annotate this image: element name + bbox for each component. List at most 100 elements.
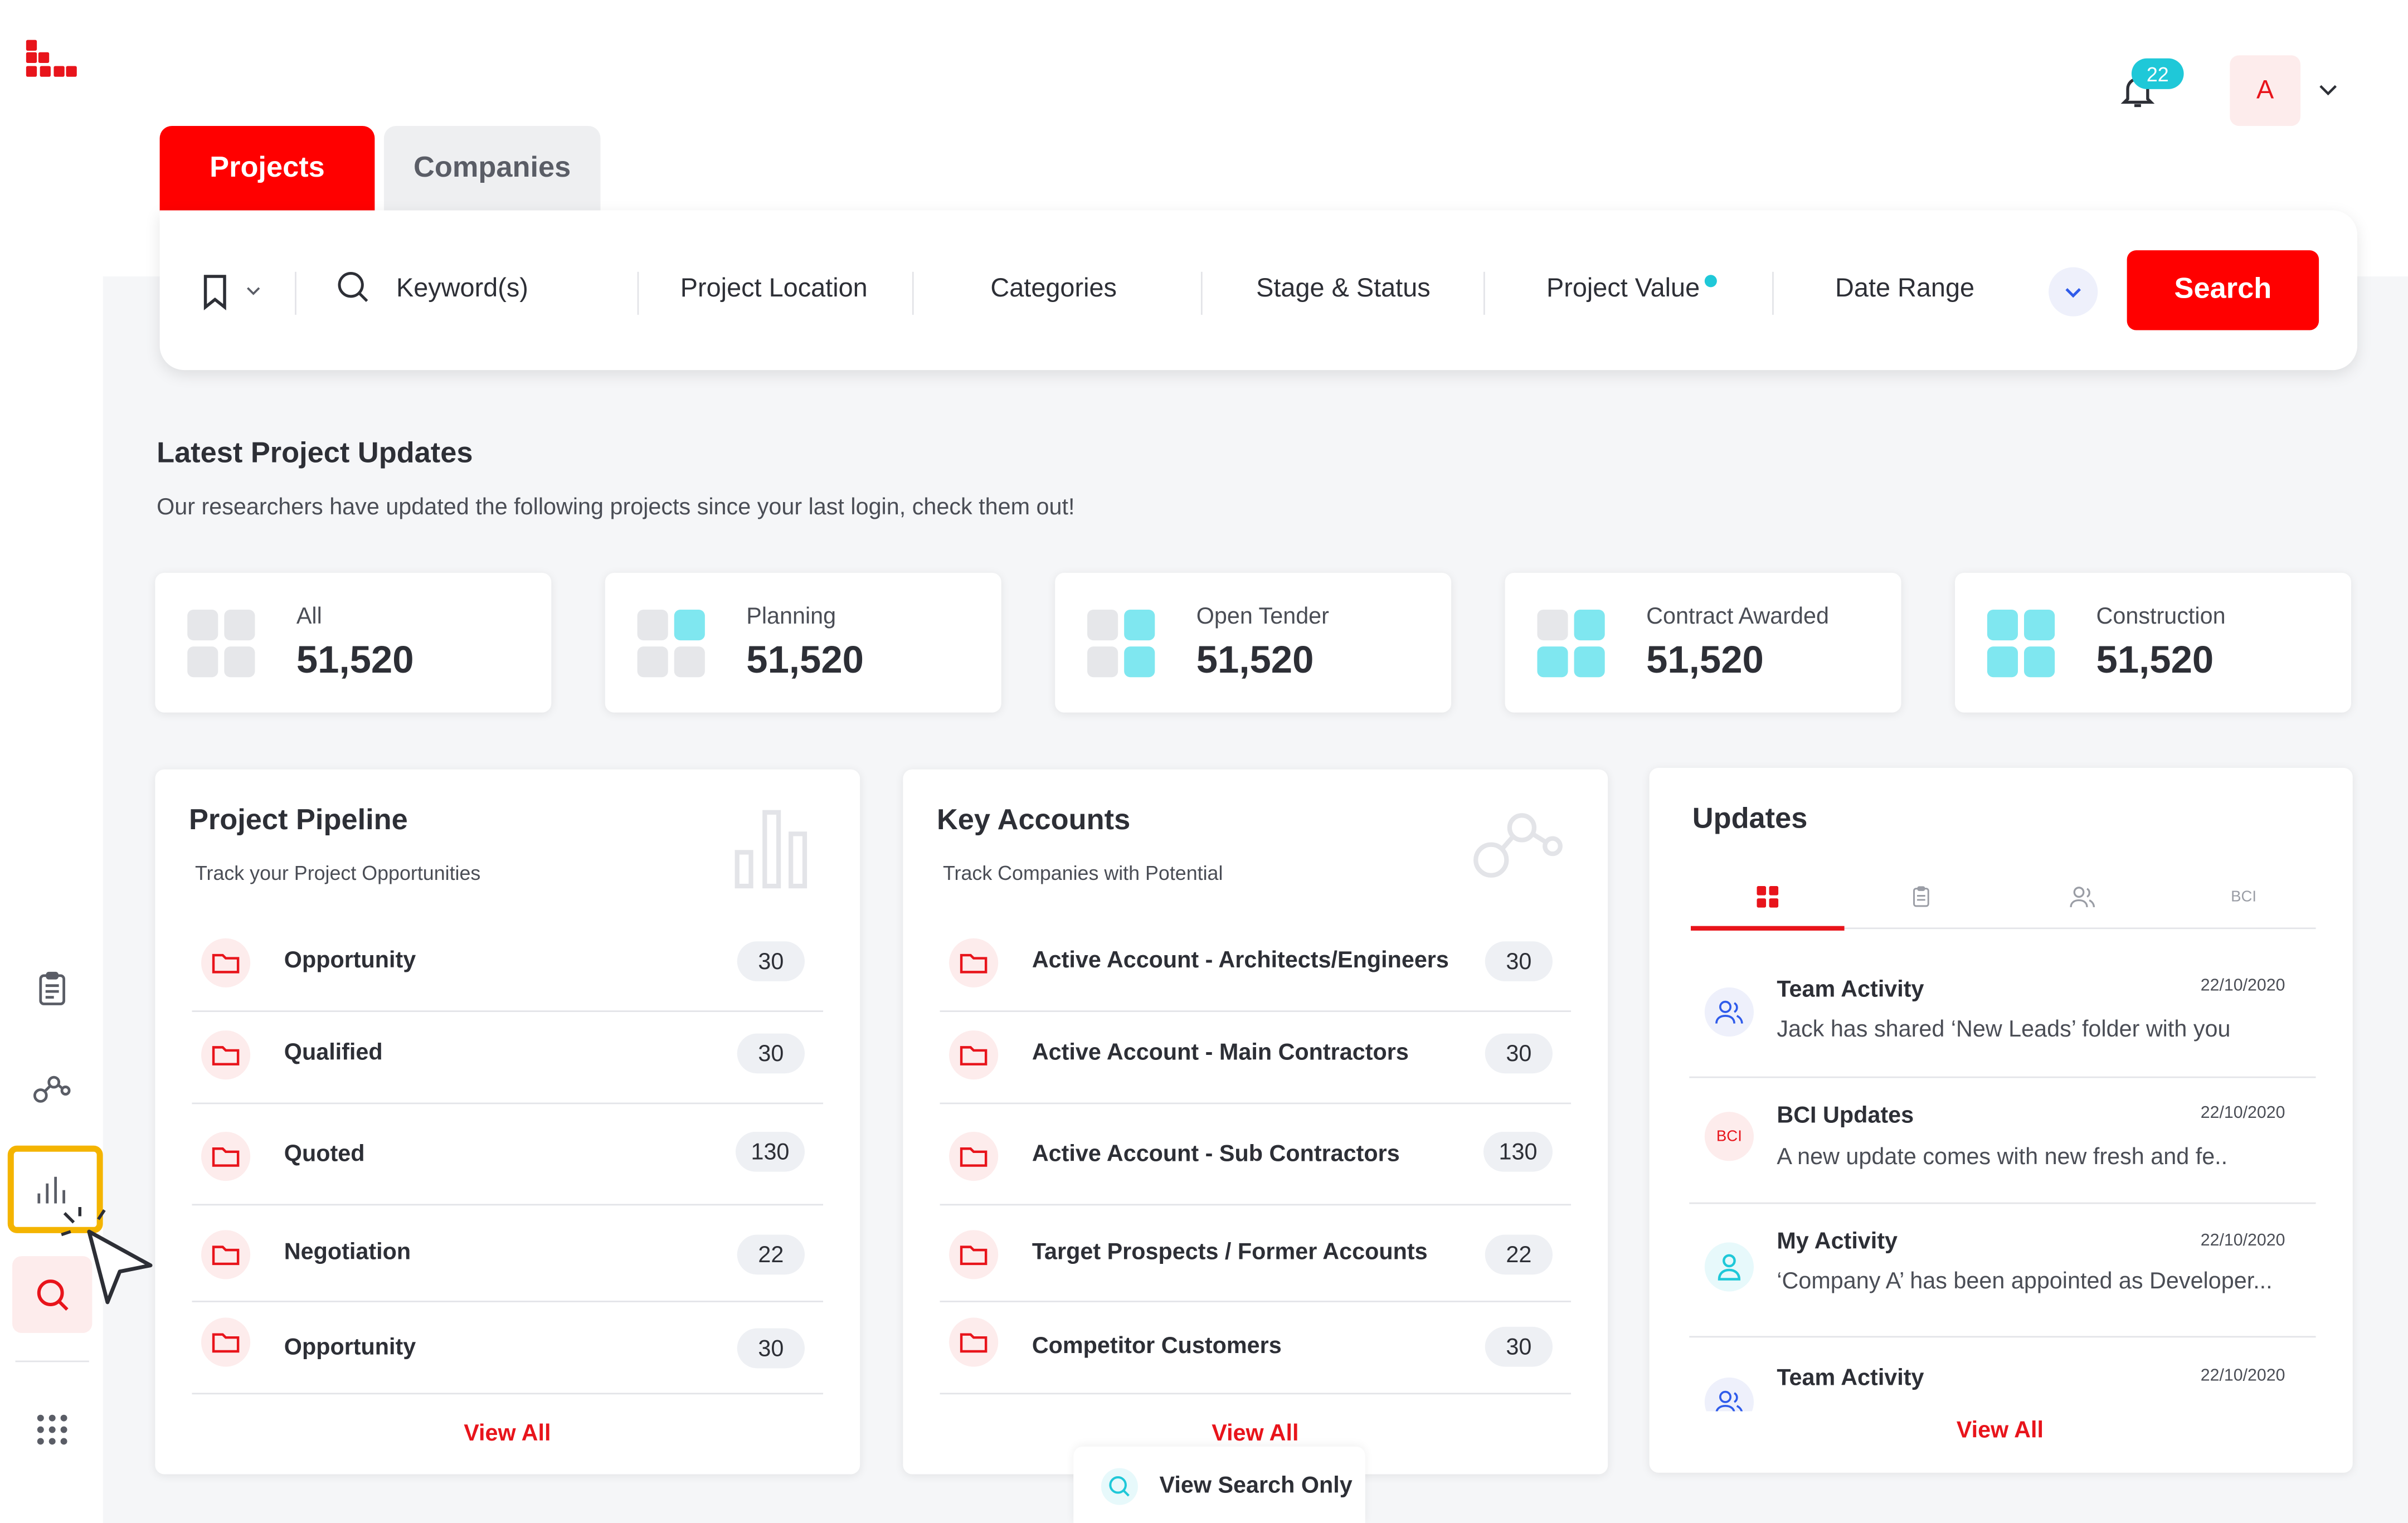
tab-project-updates[interactable]	[1845, 864, 1998, 929]
tab-companies[interactable]: Companies	[383, 125, 601, 212]
search-button[interactable]: Search	[2127, 250, 2319, 330]
expand-filters-button[interactable]	[2049, 267, 2098, 317]
count-badge: 22	[737, 1234, 805, 1275]
stat-label: Planning	[746, 603, 836, 630]
update-item[interactable]: My Activity 22/10/2020 ‘Company A’ has b…	[1689, 1204, 2316, 1338]
project-pipeline-panel: Project Pipeline Track your Project Oppo…	[155, 769, 860, 1475]
update-date: 22/10/2020	[2200, 976, 2285, 995]
count-badge: 22	[1485, 1234, 1553, 1275]
list-item-label: Opportunity	[284, 947, 416, 974]
sidebar-divider	[15, 1360, 89, 1363]
avatar[interactable]: A	[2230, 55, 2301, 126]
update-title: Team Activity	[1777, 976, 1924, 1003]
grid-icon	[1757, 886, 1779, 908]
bar-chart-icon[interactable]	[25, 1162, 80, 1218]
list-item-label: Quoted	[284, 1141, 365, 1167]
tab-all-updates[interactable]	[1691, 864, 1845, 929]
chevron-down-icon[interactable]	[244, 281, 262, 299]
list-item[interactable]: Opportunity 30	[192, 1302, 824, 1395]
count-badge: 30	[737, 941, 805, 981]
count-badge: 30	[1485, 1033, 1553, 1074]
update-item[interactable]: Team Activity 22/10/2020	[1689, 1337, 2315, 1412]
tab-team-updates[interactable]	[2006, 864, 2159, 929]
section-title: Latest Project Updates	[157, 437, 473, 470]
list-item[interactable]: Active Account - Sub Contractors 130	[940, 1104, 1572, 1206]
stat-card-contract-awarded[interactable]: Contract Awarded 51,520	[1505, 572, 1901, 713]
tabs-divider	[1691, 927, 2316, 930]
list-item[interactable]: Negotiation 22	[192, 1205, 824, 1302]
stage-grid-icon	[1087, 610, 1155, 678]
update-title: Team Activity	[1777, 1365, 1924, 1391]
apps-grid-icon[interactable]	[25, 1402, 80, 1457]
update-text: ‘Company A’ has been appointed as Develo…	[1777, 1268, 2273, 1295]
filter-project-value[interactable]: Project Value	[1546, 273, 1700, 303]
view-search-only-label: View Search Only	[1159, 1472, 1353, 1499]
divider	[295, 271, 296, 315]
update-item[interactable]: BCI BCI Updates 22/10/2020 A new update …	[1689, 1078, 2316, 1204]
filter-stage-status[interactable]: Stage & Status	[1256, 273, 1431, 303]
view-all-link[interactable]: View All	[1956, 1417, 2044, 1444]
search-bar: Keyword(s) Project Location Categories S…	[159, 210, 2357, 371]
chevron-down-icon	[2065, 288, 2081, 298]
list-item[interactable]: Competitor Customers 30	[940, 1302, 1572, 1395]
list-item-label: Qualified	[284, 1039, 383, 1066]
filter-categories[interactable]: Categories	[990, 273, 1117, 303]
bci-icon: BCI	[1704, 1112, 1754, 1161]
update-text: A new update comes with new fresh and fe…	[1777, 1144, 2228, 1170]
divider	[1772, 271, 1774, 315]
bookmark-icon[interactable]	[200, 272, 230, 312]
stat-label: Open Tender	[1196, 603, 1329, 630]
list-item[interactable]: Target Prospects / Former Accounts 22	[940, 1205, 1572, 1302]
update-date: 22/10/2020	[2200, 1104, 2285, 1123]
list-item-label: Active Account - Architects/Engineers	[1032, 947, 1449, 974]
stat-card-construction[interactable]: Construction 51,520	[1955, 572, 2351, 713]
folder-icon	[201, 938, 251, 987]
stat-label: Contract Awarded	[1646, 603, 1829, 630]
brand-logo[interactable]	[26, 40, 79, 86]
active-tab-indicator	[1691, 926, 1845, 931]
update-title: BCI Updates	[1777, 1102, 1914, 1129]
clipboard-icon[interactable]	[25, 961, 80, 1016]
tab-projects[interactable]: Projects	[159, 125, 375, 212]
view-all-link[interactable]: View All	[464, 1420, 551, 1447]
divider	[912, 271, 914, 315]
filter-project-location[interactable]: Project Location	[680, 273, 868, 303]
notification-badge: 22	[2131, 58, 2184, 89]
keyword-input[interactable]: Keyword(s)	[396, 273, 528, 303]
stat-card-planning[interactable]: Planning 51,520	[605, 572, 1001, 713]
update-text: Jack has shared ‘New Leads’ folder with …	[1777, 1016, 2231, 1043]
stage-grid-icon	[187, 610, 255, 678]
network-icon[interactable]	[25, 1059, 80, 1115]
list-item-label: Opportunity	[284, 1334, 416, 1361]
folder-icon	[949, 1317, 999, 1367]
list-item[interactable]: Opportunity 30	[192, 920, 824, 1013]
team-icon	[2070, 887, 2095, 908]
folder-icon	[949, 1131, 999, 1181]
folder-icon	[949, 1030, 999, 1080]
list-item[interactable]: Qualified 30	[192, 1012, 824, 1104]
update-date: 22/10/2020	[2200, 1366, 2285, 1385]
mouse-cursor-icon	[61, 1206, 153, 1305]
view-search-only-button[interactable]: View Search Only	[1073, 1446, 1365, 1523]
count-badge: 30	[737, 1328, 805, 1369]
chevron-down-icon[interactable]	[2316, 77, 2341, 101]
list-item-label: Negotiation	[284, 1239, 411, 1266]
folder-icon	[949, 1230, 999, 1279]
count-badge: 130	[735, 1131, 805, 1172]
panel-title: Updates	[1692, 803, 1808, 836]
team-icon	[1704, 1377, 1754, 1412]
count-badge: 30	[1485, 1326, 1553, 1367]
panel-title: Key Accounts	[936, 804, 1131, 837]
filter-date-range[interactable]: Date Range	[1835, 273, 1975, 303]
sidebar	[0, 0, 153, 1523]
stat-card-all[interactable]: All 51,520	[155, 572, 552, 713]
tab-bci-updates[interactable]: BCI	[2231, 888, 2257, 906]
list-item[interactable]: Quoted 130	[192, 1104, 824, 1206]
view-all-link[interactable]: View All	[1212, 1420, 1299, 1447]
stage-grid-icon	[1987, 610, 2055, 678]
update-item[interactable]: Team Activity 22/10/2020 Jack has shared…	[1689, 952, 2316, 1078]
list-item[interactable]: Active Account - Main Contractors 30	[940, 1012, 1572, 1104]
search-nav-icon[interactable]	[25, 1267, 80, 1322]
list-item[interactable]: Active Account - Architects/Engineers 30	[940, 920, 1572, 1013]
stat-card-open-tender[interactable]: Open Tender 51,520	[1055, 572, 1452, 713]
